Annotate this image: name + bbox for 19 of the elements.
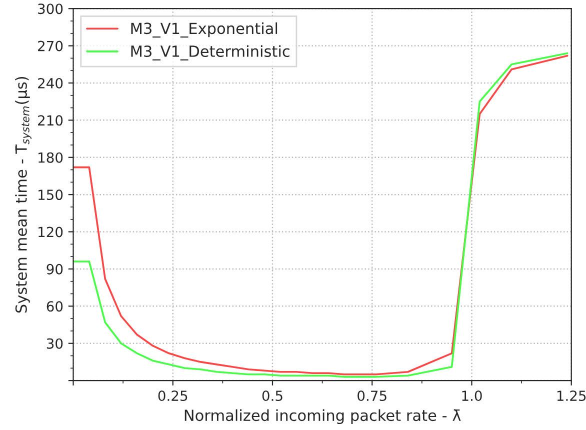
x-tick-label: 0.25 bbox=[158, 390, 188, 402]
y-tick-label: 60 bbox=[46, 301, 63, 312]
x-tick-label: 1.0 bbox=[462, 390, 482, 402]
x-tick-label: 1.25 bbox=[557, 390, 586, 402]
y-tick-label: 120 bbox=[38, 226, 63, 238]
legend-label: M3_V1_Deterministic bbox=[131, 45, 290, 60]
x-tick-label: 0.75 bbox=[358, 390, 386, 402]
y-tick-label: 30 bbox=[46, 338, 63, 349]
y-tick-label: 240 bbox=[38, 78, 63, 88]
y-tick-label: 270 bbox=[38, 40, 63, 52]
y-tick-label: 180 bbox=[38, 152, 63, 163]
legend-label: M3_V1_Exponential bbox=[131, 22, 278, 38]
y-tick-label: 300 bbox=[38, 4, 63, 14]
y-tick-label: 210 bbox=[38, 115, 63, 126]
y-axis-title: System mean time - T̄$_{system}$(μs) bbox=[15, 76, 32, 313]
x-tick-label: 0.5 bbox=[262, 390, 282, 402]
y-tick-label: 90 bbox=[46, 264, 63, 274]
x-axis-title: Normalized incoming packet rate - λ̄ bbox=[184, 409, 461, 424]
y-tick-label: 150 bbox=[38, 190, 63, 200]
